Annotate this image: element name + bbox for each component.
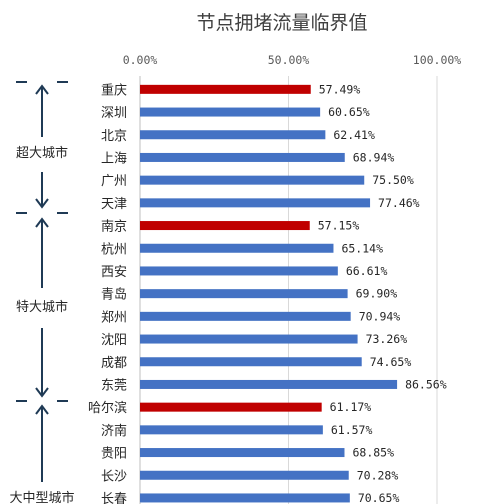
category-label: 深圳 bbox=[101, 106, 127, 121]
category-label: 济南 bbox=[101, 423, 127, 439]
bar bbox=[140, 425, 323, 435]
bar bbox=[140, 334, 358, 344]
category-label: 杭州 bbox=[101, 242, 127, 257]
category-label: 沈阳 bbox=[101, 333, 127, 348]
category-label: 广州 bbox=[101, 174, 127, 189]
data-label: 68.94% bbox=[353, 150, 395, 164]
data-label: 57.15% bbox=[318, 219, 360, 233]
category-label: 天津 bbox=[101, 197, 127, 212]
bar bbox=[140, 243, 334, 253]
data-label: 61.17% bbox=[330, 400, 372, 414]
data-label: 57.49% bbox=[319, 82, 361, 96]
group-label: 大中型城市 bbox=[9, 490, 74, 504]
data-label: 65.14% bbox=[341, 241, 383, 255]
data-label: 70.28% bbox=[357, 468, 399, 482]
data-label: 75.50% bbox=[372, 173, 414, 187]
category-label: 西安 bbox=[101, 265, 127, 280]
category-label: 成都 bbox=[101, 356, 127, 371]
data-label: 66.61% bbox=[346, 264, 388, 278]
bar bbox=[140, 311, 351, 321]
data-label: 70.65% bbox=[358, 491, 400, 504]
category-label: 北京 bbox=[101, 129, 127, 144]
category-label: 长沙 bbox=[101, 469, 127, 484]
arrow-down-icon bbox=[35, 198, 49, 209]
data-label: 62.41% bbox=[333, 128, 375, 142]
bar bbox=[140, 107, 321, 117]
bar bbox=[140, 198, 371, 208]
category-label: 长春 bbox=[101, 492, 127, 504]
category-label: 南京 bbox=[101, 219, 127, 235]
category-label: 上海 bbox=[101, 151, 127, 166]
bar bbox=[140, 130, 326, 140]
category-label: 东莞 bbox=[101, 378, 127, 393]
data-label: 68.85% bbox=[352, 446, 394, 460]
bar bbox=[140, 470, 349, 480]
bar bbox=[140, 448, 345, 458]
bar bbox=[140, 266, 338, 276]
bar bbox=[140, 152, 345, 162]
bar bbox=[140, 402, 322, 412]
bar bbox=[140, 493, 350, 503]
group-label: 特大城市 bbox=[16, 299, 68, 315]
category-label: 重庆 bbox=[101, 82, 127, 98]
x-tick-label: 100.00% bbox=[413, 53, 462, 67]
bar bbox=[140, 221, 310, 231]
data-label: 73.26% bbox=[366, 332, 408, 346]
data-label: 86.56% bbox=[405, 377, 447, 391]
bar-layer bbox=[140, 84, 398, 503]
data-label: 70.94% bbox=[359, 309, 401, 323]
data-label: 61.57% bbox=[331, 423, 373, 437]
arrow-down-icon bbox=[35, 387, 49, 398]
category-label: 郑州 bbox=[101, 310, 127, 325]
bar bbox=[140, 289, 348, 299]
data-label: 74.65% bbox=[370, 355, 412, 369]
x-tick-label: 0.00% bbox=[123, 53, 158, 67]
category-label: 贵阳 bbox=[101, 447, 127, 462]
bar bbox=[140, 84, 311, 94]
x-tick-layer: 0.00% 50.00% 100.00% bbox=[123, 53, 462, 67]
chart-title: 节点拥堵流量临界值 bbox=[196, 12, 367, 34]
data-label: 69.90% bbox=[356, 287, 398, 301]
category-label: 哈尔滨 bbox=[88, 400, 127, 416]
category-label: 青岛 bbox=[101, 287, 127, 303]
bar bbox=[140, 379, 398, 389]
data-label: 77.46% bbox=[378, 196, 420, 210]
data-label: 60.65% bbox=[328, 105, 370, 119]
bar bbox=[140, 175, 365, 185]
bar bbox=[140, 357, 362, 367]
x-tick-label: 50.00% bbox=[268, 53, 310, 67]
group-label: 超大城市 bbox=[16, 145, 68, 161]
label-layer: 重庆 57.49% 深圳 60.65% 北京 62.41% 上海 68.94% 广州 75.50%… bbox=[88, 82, 447, 504]
